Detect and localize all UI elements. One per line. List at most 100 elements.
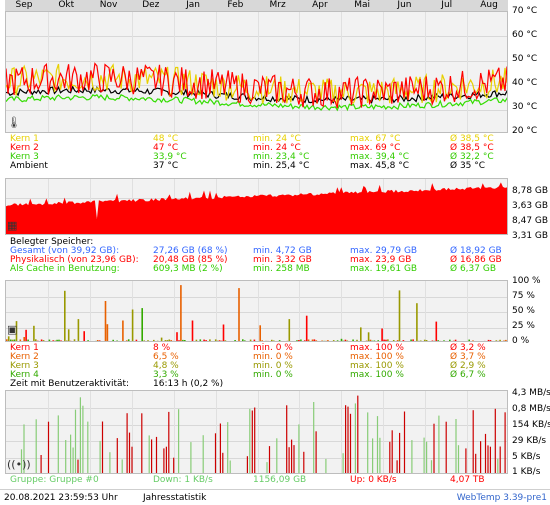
cpu-bar [214,339,217,341]
activity-label: Zeit mit Benutzeraktivität: [10,379,130,389]
cpu-bar [77,319,80,341]
cpu-bar [176,332,178,341]
cpu-bar [472,340,474,341]
row-avg: Ø 38,5 °C [450,134,494,144]
cpu-bar [303,340,306,341]
cpu-row-kern3: Kern 3 4,8 % min. 0 % max. 100 % Ø 2,9 % [10,362,550,371]
cpu-bar [232,341,234,342]
network-bar [82,405,84,473]
cpu-bar [395,341,397,342]
temp-axis-50: 50 °C [512,54,538,64]
network-bar [342,453,344,473]
cpu-bar [499,339,501,341]
cpu-bar [222,324,225,341]
cpu-row-kern1: Kern 1 8 % min. 0 % max. 100 % Ø 3,2 % [10,344,550,353]
cpu-bar [486,341,488,342]
cpu-bar [96,340,99,341]
cpu-bar [234,340,236,341]
cpu-bar [365,340,368,341]
cpu-bar [172,340,174,341]
mem-row-cache: Als Cache in Benutzung: 609,3 MB (2 %) m… [10,265,550,274]
network-bar [126,413,128,473]
month-header: Sep Okt Nov Dez Jan Feb Mrz Apr Mai Jun Jul Aug [5,0,508,11]
network-bar [438,415,440,473]
cpu-bar [227,341,229,342]
network-bar [349,413,352,473]
cpu-bar [218,340,221,341]
cpu-bar [321,340,323,341]
cpu-bar [373,340,376,341]
cpu-bar [9,339,12,341]
cpu-bar [313,339,316,341]
cpu-bar [392,340,395,341]
network-bar [487,445,489,473]
network-bar [249,408,251,473]
network-bar [455,419,457,473]
cpu-bar [131,309,134,341]
cpu-bar [122,320,124,341]
network-bar [116,438,118,473]
cpu-bar [360,327,362,341]
cpu-bar [13,339,16,341]
cpu-bar [174,342,176,343]
cpu-bar [503,340,505,341]
cpu-bar [33,325,35,341]
cpu-bar [482,341,484,342]
cpu-bar [6,339,8,341]
cpu-bar [195,339,198,341]
cpu-bar [35,339,37,341]
cpu-bar [302,341,304,342]
cpu-bar [178,340,180,341]
activity-value: 16:13 h (0,2 %) [153,379,224,389]
cpu-bar [199,339,202,341]
network-bar [20,449,23,473]
cpu-bar [445,341,447,342]
row-min: min. 23,4 °C [253,152,310,162]
cpu-bar [98,340,101,341]
cpu-bar [332,340,335,341]
series-kern2 [6,62,507,109]
network-bar [303,451,305,473]
cpu-bar [449,339,451,341]
cpu-bar [7,336,10,341]
row-min: min. 0 % [253,361,293,371]
network-bar [396,460,398,473]
cpu-bar [104,301,107,341]
cpu-bar [352,339,354,341]
network-bar [128,432,131,473]
network-plot [6,391,507,473]
user-activity-row: Zeit mit Benutzeraktivität: 16:13 h (0,2… [10,380,550,389]
cpu-bar [327,340,329,341]
row-avg: Ø 18,92 GB [450,246,502,256]
cpu-bar [271,339,273,341]
row-avg: Ø 6,7 % [450,370,486,380]
network-bar [391,430,393,473]
cpu-bar [147,340,149,341]
cpu-bar [489,340,492,341]
row-max: max. 100 % [350,352,404,362]
cpu-bar [342,340,345,341]
cpu-bar [29,341,31,342]
cpu-bar [487,339,490,341]
row-label: Gesamt (von 39,92 GB): [10,246,120,256]
temp-axis-60: 60 °C [512,30,538,40]
cpu-bar [367,332,370,341]
net-axis-5: 1 KB/s [512,467,541,477]
footer-version[interactable]: WebTemp 3.39-pre1 [456,493,547,503]
network-bar [484,433,487,473]
cpu-bar [497,340,499,341]
mem-row-gesamt: Gesamt (von 39,92 GB): 27,26 GB (68 %) m… [10,247,550,256]
cpu-bar [492,342,494,343]
row-label: Kern 1 [10,343,39,353]
cpu-bar [135,339,138,341]
cpu-bar [37,340,39,341]
cpu-bar [286,340,289,341]
network-bar [325,458,327,473]
month-label: Jun [397,0,412,10]
cpu-bar [91,341,93,342]
network-bar [229,460,231,473]
cpu-bar [454,339,457,341]
network-bar [288,447,290,473]
cpu-bar [168,339,171,341]
mem-axis-2: 8,47 GB [512,216,549,226]
